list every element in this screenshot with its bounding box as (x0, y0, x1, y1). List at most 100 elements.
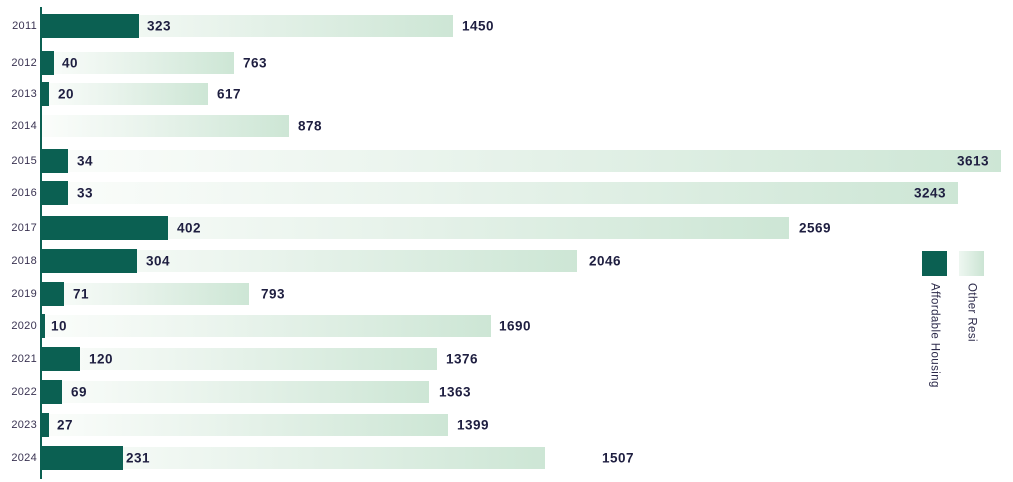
affordable-housing-value-label: 71 (73, 286, 90, 302)
row-bars: 120 1376 (42, 347, 1013, 371)
other-resi-value-label: 1363 (439, 384, 472, 400)
affordable-housing-bar (42, 446, 123, 470)
chart-row-2017: 2017 402 2569 (0, 216, 1013, 240)
other-resi-bar (42, 15, 453, 37)
affordable-housing-value-label: 20 (58, 86, 75, 102)
chart-row-2014: 2014 878 (0, 114, 1013, 138)
affordable-housing-value-label: 304 (146, 253, 171, 269)
row-bars: 40 763 (42, 51, 1013, 75)
other-resi-bar (42, 217, 789, 239)
affordable-housing-bar (42, 314, 45, 338)
row-bars: 33 3243 (42, 181, 1013, 205)
affordable-housing-value-label: 231 (126, 450, 151, 466)
year-label: 2018 (11, 255, 37, 267)
chart-row-2020: 2020 10 1690 (0, 314, 1013, 338)
other-resi-bar (42, 83, 208, 105)
year-label: 2022 (11, 386, 37, 398)
affordable-housing-value-label: 402 (177, 220, 202, 236)
other-resi-bar (42, 315, 491, 337)
chart-row-2018: 2018 304 2046 (0, 249, 1013, 273)
affordable-housing-bar (42, 347, 80, 371)
year-label: 2024 (11, 452, 37, 464)
affordable-housing-value-label: 33 (77, 185, 94, 201)
other-resi-bar (42, 115, 289, 137)
other-resi-value-label: 763 (243, 55, 268, 71)
affordable-housing-value-label: 34 (77, 153, 94, 169)
legend: Affordable Housing Other Resi (922, 251, 984, 388)
other-resi-value-label: 2046 (589, 253, 622, 269)
legend-label-other-resi: Other Resi (965, 283, 978, 342)
year-label: 2014 (11, 120, 37, 132)
other-resi-value-label: 617 (217, 86, 242, 102)
legend-item-affordable-housing: Affordable Housing (922, 251, 947, 388)
year-label: 2011 (12, 20, 37, 32)
other-resi-value-label: 793 (261, 286, 286, 302)
row-bars: 20 617 (42, 82, 1013, 106)
other-resi-bar (42, 414, 448, 436)
other-resi-bar (42, 381, 429, 403)
affordable-housing-bar (42, 282, 64, 306)
chart-row-2023: 2023 27 1399 (0, 413, 1013, 437)
affordable-housing-value-label: 323 (147, 18, 172, 34)
year-label: 2012 (11, 57, 37, 69)
chart-row-2016: 2016 33 3243 (0, 181, 1013, 205)
chart-row-2011: 2011 323 1450 (0, 14, 1013, 38)
chart-row-2012: 2012 40 763 (0, 51, 1013, 75)
legend-swatch-other-resi (959, 251, 984, 276)
row-bars: 323 1450 (42, 14, 1013, 38)
chart-row-2019: 2019 71 793 (0, 282, 1013, 306)
chart-row-2024: 2024 231 1507 (0, 446, 1013, 470)
row-bars: 10 1690 (42, 314, 1013, 338)
year-label: 2016 (11, 187, 37, 199)
other-resi-value-label: 3613 (956, 153, 989, 169)
other-resi-bar (42, 250, 577, 272)
year-label: 2023 (11, 419, 37, 431)
chart-row-2022: 2022 69 1363 (0, 380, 1013, 404)
affordable-housing-bar (42, 380, 62, 404)
affordable-housing-value-label: 120 (89, 351, 114, 367)
affordable-housing-bar (42, 216, 168, 240)
other-resi-bar (42, 182, 958, 204)
other-resi-value-label: 1507 (602, 450, 635, 466)
other-resi-bar (42, 150, 1001, 172)
other-resi-value-label: 878 (298, 118, 323, 134)
chart-row-2013: 2013 20 617 (0, 82, 1013, 106)
legend-item-other-resi: Other Resi (959, 251, 984, 388)
year-label: 2015 (11, 155, 37, 167)
affordable-housing-value-label: 69 (71, 384, 88, 400)
row-bars: 402 2569 (42, 216, 1013, 240)
row-bars: 304 2046 (42, 249, 1013, 273)
row-bars: 231 1507 (42, 446, 1013, 470)
row-bars: 878 (42, 114, 1013, 138)
affordable-housing-bar (42, 51, 54, 75)
other-resi-bar (42, 447, 545, 469)
affordable-housing-bar (42, 181, 68, 205)
affordable-housing-value-label: 27 (57, 417, 74, 433)
row-bars: 27 1399 (42, 413, 1013, 437)
affordable-housing-bar (42, 413, 49, 437)
row-bars: 69 1363 (42, 380, 1013, 404)
affordable-housing-bar (42, 82, 49, 106)
other-resi-value-label: 1399 (457, 417, 490, 433)
affordable-housing-value-label: 40 (62, 55, 79, 71)
legend-label-affordable-housing: Affordable Housing (928, 283, 941, 388)
chart-row-2015: 2015 34 3613 (0, 149, 1013, 173)
row-bars: 34 3613 (42, 149, 1013, 173)
other-resi-bar (42, 283, 249, 305)
affordable-housing-bar (42, 149, 68, 173)
chart-row-2021: 2021 120 1376 (0, 347, 1013, 371)
other-resi-bar (42, 348, 437, 370)
year-label: 2021 (11, 353, 37, 365)
affordable-housing-value-label: 10 (51, 318, 68, 334)
other-resi-value-label: 1450 (462, 18, 495, 34)
other-resi-bar (42, 52, 234, 74)
year-label: 2020 (11, 320, 37, 332)
year-label: 2019 (11, 288, 37, 300)
other-resi-value-label: 3243 (913, 185, 946, 201)
other-resi-value-label: 2569 (799, 220, 832, 236)
legend-swatch-affordable-housing (922, 251, 947, 276)
other-resi-value-label: 1376 (446, 351, 479, 367)
other-resi-value-label: 1690 (499, 318, 532, 334)
affordable-housing-bar (42, 14, 139, 38)
